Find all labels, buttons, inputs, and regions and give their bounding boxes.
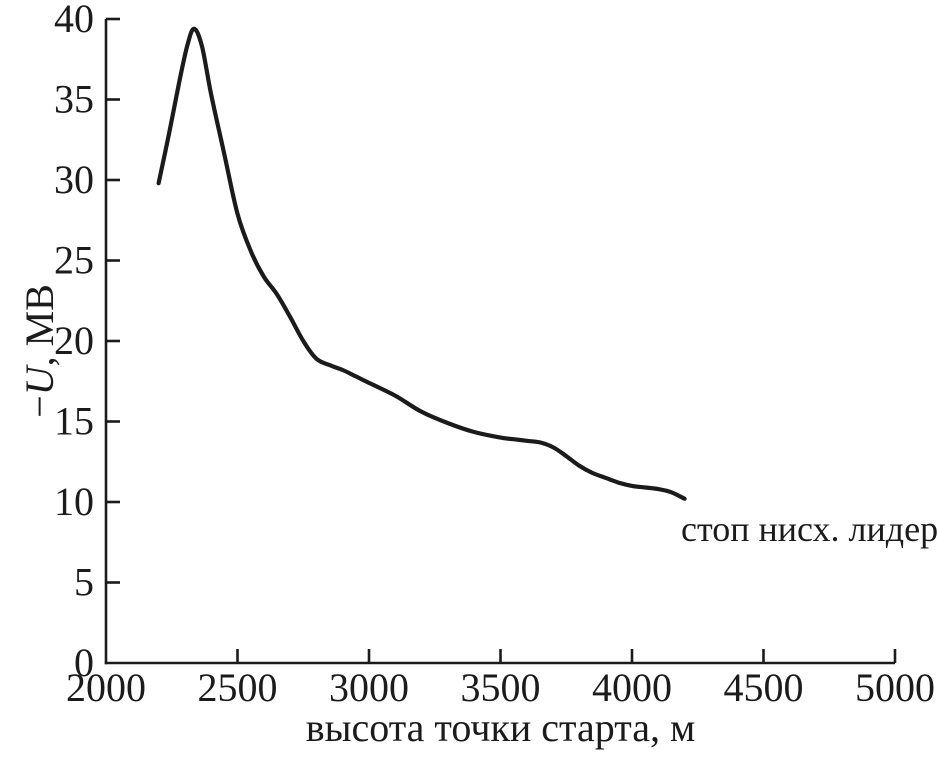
y-axis-title-symbol: U [17, 366, 62, 396]
x-tick-label: 5000 [855, 665, 935, 710]
x-tick-label: 3500 [461, 665, 541, 710]
y-axis-tick-labels: 0 5 10 15 20 25 30 35 40 [54, 0, 94, 685]
y-tick-label: 20 [54, 318, 94, 363]
x-tick-label: 2000 [66, 665, 146, 710]
x-tick-label: 3000 [329, 665, 409, 710]
x-tick-label: 2500 [198, 665, 278, 710]
y-tick-label: 15 [54, 399, 94, 444]
y-axis-title: −U, МВ [17, 181, 63, 521]
x-axis-ticks [236, 649, 897, 663]
y-tick-label: 25 [54, 238, 94, 283]
x-tick-label: 4000 [592, 665, 672, 710]
annotation-stop-descending-leader: стоп нисх. лидер [681, 509, 938, 549]
x-tick-label: 4500 [724, 665, 804, 710]
y-axis-title-sign: − [17, 395, 62, 418]
axes [104, 19, 895, 665]
x-axis-tick-labels: 2000 2500 3000 3500 4000 4500 5000 [66, 665, 935, 710]
y-tick-label: 5 [74, 560, 94, 605]
y-tick-label: 30 [54, 157, 94, 202]
y-tick-label: 40 [54, 0, 94, 41]
y-tick-label: 35 [54, 77, 94, 122]
x-axis-title: высота точки старта, м [305, 705, 696, 750]
y-axis-title-unit: , МВ [17, 284, 62, 367]
y-axis-ticks [106, 17, 120, 584]
y-tick-label: 10 [54, 479, 94, 524]
y-tick-label: 0 [74, 640, 94, 685]
data-curve [156, 26, 687, 501]
